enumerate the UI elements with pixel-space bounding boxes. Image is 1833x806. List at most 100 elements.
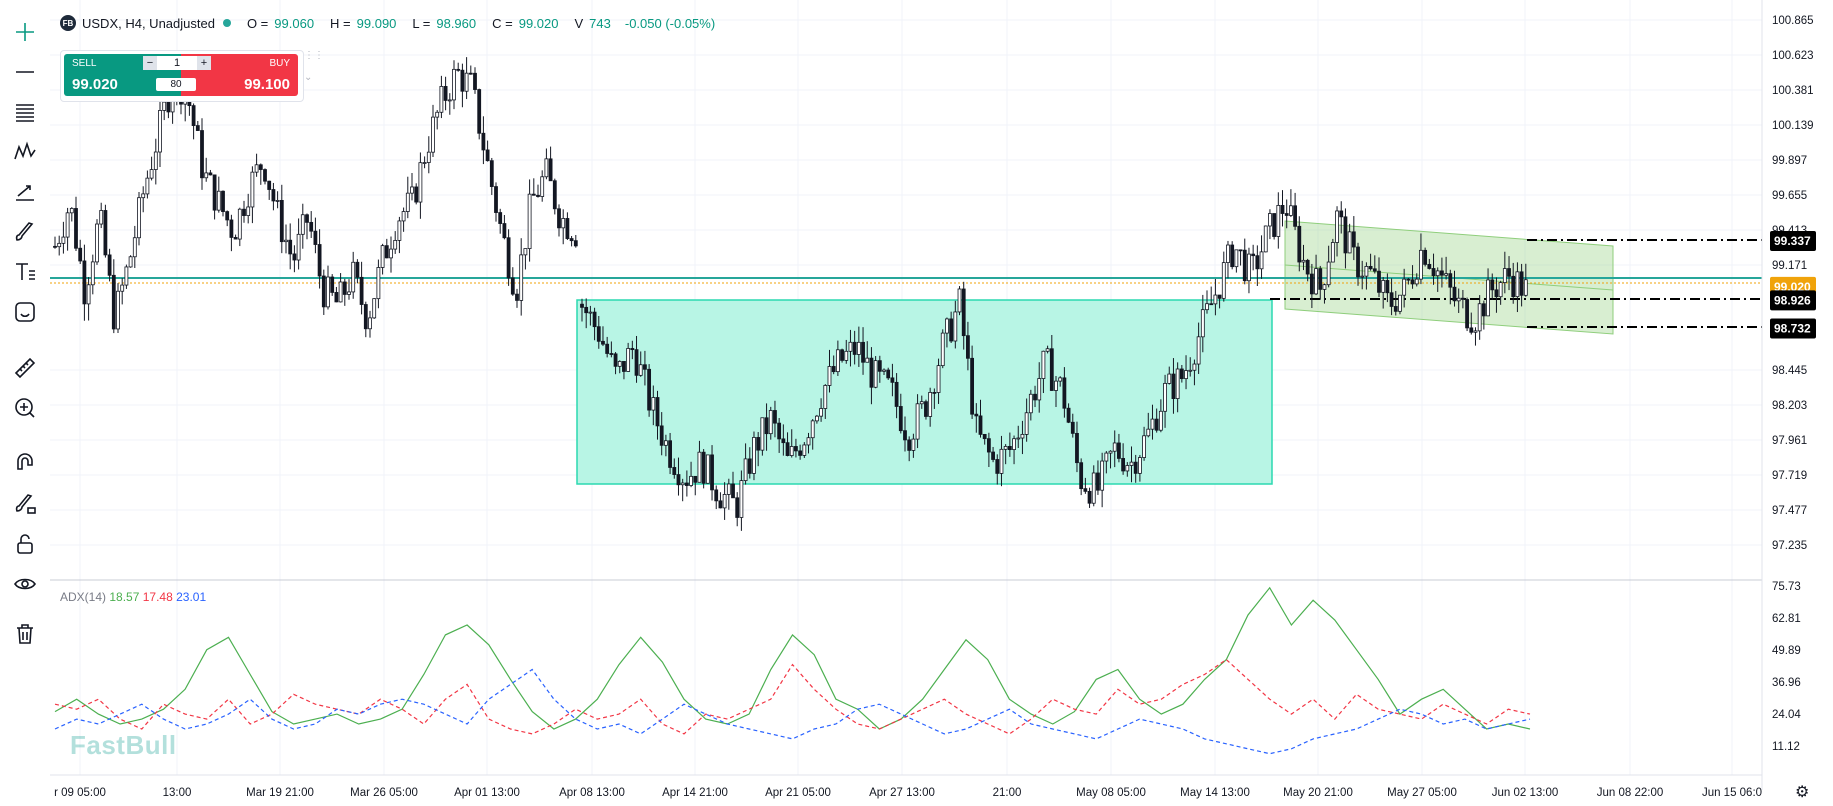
candle-body bbox=[355, 261, 360, 278]
candle-body bbox=[622, 361, 626, 372]
time-tick-label: Apr 27 13:00 bbox=[869, 787, 935, 799]
candle-body bbox=[498, 212, 503, 224]
candle-body bbox=[894, 381, 899, 407]
candle-body bbox=[747, 458, 752, 474]
candle-body bbox=[233, 237, 238, 240]
candle-body bbox=[1247, 253, 1251, 282]
candle-body bbox=[1033, 393, 1037, 401]
candle-body bbox=[250, 171, 255, 208]
candle-body bbox=[626, 348, 631, 372]
candle-body bbox=[882, 369, 886, 372]
candle-body bbox=[267, 180, 272, 190]
minus-icon[interactable]: − bbox=[143, 56, 157, 70]
fib-icon[interactable] bbox=[9, 96, 41, 128]
open-value: 99.060 bbox=[274, 15, 315, 31]
candle-body bbox=[204, 172, 209, 179]
candle-body bbox=[506, 237, 511, 279]
candle-body bbox=[601, 340, 605, 345]
candle-body bbox=[991, 451, 995, 460]
lock-drawing-icon[interactable] bbox=[9, 488, 41, 520]
gear-icon[interactable]: ⚙ bbox=[1795, 784, 1810, 801]
zoom-in-icon[interactable] bbox=[9, 392, 41, 424]
grid bbox=[50, 0, 1762, 775]
candle-body bbox=[781, 438, 786, 444]
candle-body bbox=[1125, 465, 1130, 472]
unlock-icon[interactable] bbox=[9, 528, 41, 560]
candle-body bbox=[722, 494, 727, 509]
candle-body bbox=[569, 238, 574, 242]
candle-body bbox=[1083, 488, 1088, 492]
candle-body bbox=[1289, 205, 1293, 216]
candle-body bbox=[1272, 213, 1277, 237]
emoji-icon[interactable] bbox=[9, 296, 41, 328]
text-icon[interactable] bbox=[9, 256, 41, 288]
candle-body bbox=[1309, 273, 1314, 295]
candle-body bbox=[1020, 433, 1025, 439]
crosshair-icon[interactable] bbox=[9, 16, 41, 48]
candle-body bbox=[978, 415, 983, 435]
pattern-icon[interactable] bbox=[9, 136, 41, 168]
plus-icon[interactable]: + bbox=[197, 56, 211, 70]
candle-body bbox=[384, 245, 389, 259]
eye-icon[interactable] bbox=[9, 568, 41, 600]
candle-body bbox=[735, 497, 740, 518]
candle-body bbox=[705, 454, 710, 484]
candle-body bbox=[74, 208, 78, 249]
quantity-stepper[interactable]: − 1 + bbox=[143, 56, 211, 70]
candle-body bbox=[489, 160, 494, 187]
symbol-title[interactable]: USDX, H4, Unadjusted bbox=[82, 15, 215, 31]
candle-body bbox=[1096, 472, 1100, 491]
candle-body bbox=[1297, 225, 1302, 263]
candle-body bbox=[1041, 350, 1046, 379]
candle-body bbox=[768, 410, 773, 435]
candle-body bbox=[1146, 428, 1151, 437]
candle-body bbox=[898, 406, 903, 432]
buy-button[interactable]: BUY 99.100 bbox=[208, 54, 298, 96]
candle-body bbox=[389, 248, 393, 259]
price-tick-label: 98.445 bbox=[1772, 365, 1807, 377]
candle-body bbox=[1502, 268, 1507, 283]
candle-body bbox=[263, 169, 267, 182]
candle-body bbox=[999, 448, 1004, 474]
drag-handle-icon[interactable]: ⋮⋮ ⌄ bbox=[304, 50, 324, 83]
candle-body bbox=[1142, 435, 1146, 458]
candle-body bbox=[78, 247, 83, 262]
candle-body bbox=[1406, 278, 1411, 281]
candle-body bbox=[53, 245, 57, 248]
ruler-icon[interactable] bbox=[9, 352, 41, 384]
candle-body bbox=[638, 364, 643, 376]
volume-value: 743 bbox=[589, 15, 611, 31]
candle-body bbox=[510, 277, 515, 295]
horizontal-line-icon[interactable] bbox=[9, 56, 41, 88]
candle-body bbox=[1184, 370, 1188, 380]
candle-body bbox=[1217, 294, 1222, 299]
candle-body bbox=[588, 311, 593, 314]
candle-body bbox=[1322, 284, 1327, 290]
candle-body bbox=[69, 208, 74, 214]
sell-price: 99.020 bbox=[72, 76, 118, 93]
sell-button[interactable]: SELL 99.020 bbox=[64, 54, 154, 96]
adx-tick-label: 24.04 bbox=[1772, 709, 1801, 721]
brush-icon[interactable] bbox=[9, 216, 41, 248]
trash-icon[interactable] bbox=[9, 618, 41, 650]
candle-body bbox=[1133, 461, 1138, 474]
candle-body bbox=[789, 446, 794, 456]
candle-body bbox=[643, 364, 647, 370]
candle-body bbox=[731, 483, 735, 499]
candle-body bbox=[1070, 421, 1075, 434]
candle-body bbox=[552, 180, 557, 210]
candle-body bbox=[1028, 393, 1033, 414]
candle-body bbox=[1012, 438, 1016, 451]
magnet-icon[interactable] bbox=[9, 448, 41, 480]
arrow-icon[interactable] bbox=[9, 176, 41, 208]
candle-body bbox=[1347, 231, 1352, 254]
price-tick-label: 97.235 bbox=[1772, 540, 1807, 552]
candle-body bbox=[1024, 412, 1029, 435]
candle-body bbox=[1045, 348, 1050, 352]
candle-body bbox=[347, 291, 351, 295]
candle-body bbox=[447, 99, 452, 102]
candle-body bbox=[815, 415, 819, 422]
candle-body bbox=[246, 206, 251, 216]
